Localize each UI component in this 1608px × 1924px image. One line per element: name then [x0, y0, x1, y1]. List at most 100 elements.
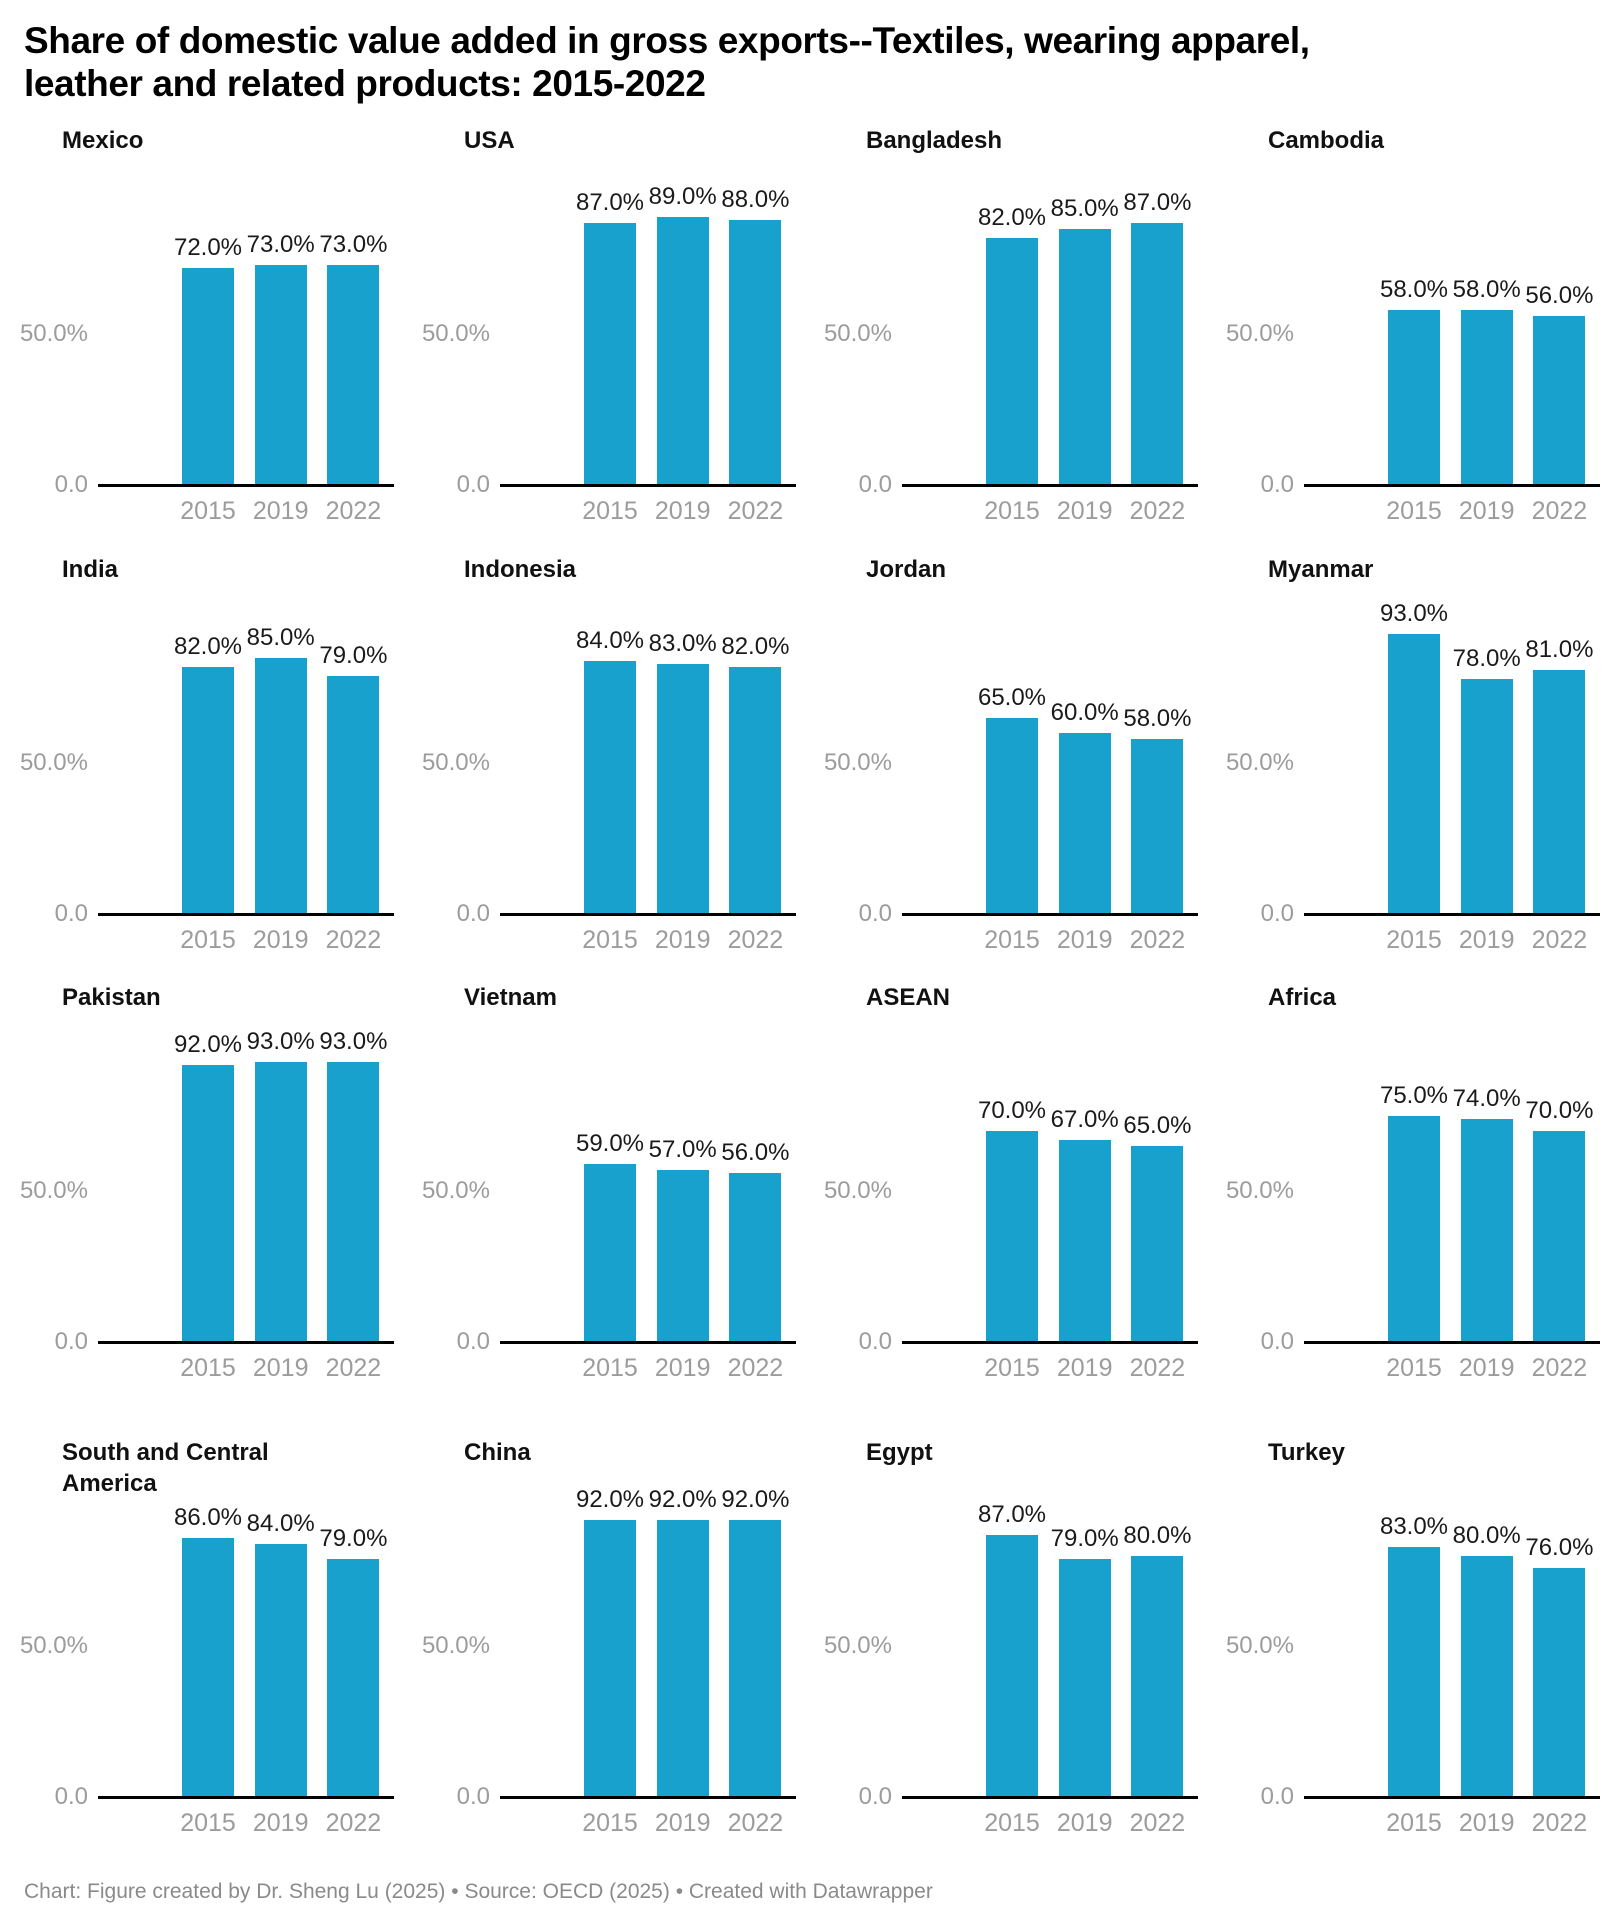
- bar-2015[interactable]: [182, 1065, 234, 1342]
- x-axis-line: [1304, 483, 1600, 487]
- panel-cambodia: Cambodia 50.0% 0.0 58.0% 2015 58.0% 2019 56.0% 2…: [1206, 117, 1608, 546]
- bar-value-label: 73.0%: [319, 231, 388, 259]
- bar-2015[interactable]: [584, 1520, 636, 1797]
- bar-2015[interactable]: [1388, 1547, 1440, 1797]
- bar-value-label: 59.0%: [575, 1130, 645, 1158]
- bar-value-label: 92.0%: [721, 1486, 790, 1514]
- bar-value-label: 73.0%: [246, 231, 315, 259]
- panel-title: India: [62, 556, 119, 583]
- y-axis-label-0: 0.0: [54, 900, 88, 927]
- bar-value-label: 56.0%: [1525, 282, 1594, 310]
- bar-2019[interactable]: [656, 664, 709, 914]
- bar-2019[interactable]: [254, 658, 307, 914]
- bar-value-label: 92.0%: [648, 1486, 717, 1514]
- bar-2019[interactable]: [1058, 733, 1111, 914]
- bar-2022[interactable]: [729, 1173, 782, 1342]
- bar-2022[interactable]: [1533, 316, 1586, 485]
- x-axis-label-2022: 2022: [727, 497, 784, 525]
- bar-2015[interactable]: [986, 1131, 1038, 1342]
- bar-value-label: 75.0%: [1379, 1082, 1449, 1110]
- y-axis-label-50: 50.0%: [1225, 1632, 1294, 1659]
- plot-area: 50.0% 0.0 58.0% 2015 58.0% 2019 56.0% 2022: [1206, 117, 1608, 524]
- plot-area: 50.0% 0.0 92.0% 2015 92.0% 2019 92.0% 2022: [402, 1429, 804, 1836]
- bar-2015[interactable]: [1388, 1116, 1440, 1342]
- y-axis-label-0: 0.0: [456, 471, 490, 498]
- bar-2015[interactable]: [1388, 634, 1440, 914]
- x-axis-label-2019: 2019: [654, 1354, 711, 1382]
- panel-title: Cambodia: [1268, 127, 1385, 154]
- bar-2019[interactable]: [656, 1520, 709, 1797]
- bar-value-label: 82.0%: [721, 633, 790, 661]
- bar-value-label: 81.0%: [1525, 636, 1594, 664]
- bar-value-label: 72.0%: [173, 234, 243, 262]
- bar-2022[interactable]: [1533, 1131, 1586, 1342]
- x-axis-label-2015: 2015: [984, 1354, 1040, 1382]
- bar-2019[interactable]: [254, 265, 307, 485]
- bar-2019[interactable]: [656, 1170, 709, 1342]
- bar-2022[interactable]: [327, 676, 380, 914]
- bar-2015[interactable]: [182, 268, 234, 485]
- bar-2019[interactable]: [1058, 1559, 1111, 1797]
- bar-2022[interactable]: [1131, 739, 1184, 914]
- bar-2015[interactable]: [986, 238, 1038, 485]
- x-axis-label-2022: 2022: [325, 926, 382, 954]
- bar-2015[interactable]: [986, 1535, 1038, 1797]
- bar-value-label: 74.0%: [1452, 1085, 1521, 1113]
- x-axis-label-2022: 2022: [1531, 926, 1588, 954]
- bar-2022[interactable]: [327, 265, 380, 485]
- bar-value-label: 58.0%: [1123, 705, 1192, 733]
- bar-2019[interactable]: [254, 1062, 307, 1342]
- bar-2022[interactable]: [729, 1520, 782, 1797]
- bar-value-label: 79.0%: [319, 1525, 388, 1553]
- plot-area: 50.0% 0.0 72.0% 2015 73.0% 2019 73.0% 2022: [0, 117, 402, 524]
- bar-2019[interactable]: [1460, 310, 1513, 485]
- bar-2022[interactable]: [327, 1062, 380, 1342]
- bar-2015[interactable]: [584, 223, 636, 485]
- footer-separator-1: •: [445, 1880, 465, 1903]
- bar-2019[interactable]: [1460, 1556, 1513, 1797]
- plot-area: 50.0% 0.0 83.0% 2015 80.0% 2019 76.0% 2022: [1206, 1429, 1608, 1836]
- plot-area: 50.0% 0.0 87.0% 2015 89.0% 2019 88.0% 2022: [402, 117, 804, 524]
- y-axis-label-0: 0.0: [54, 471, 88, 498]
- y-axis-label-0: 0.0: [858, 471, 892, 498]
- x-axis-label-2019: 2019: [1056, 926, 1113, 954]
- bar-2022[interactable]: [729, 220, 782, 485]
- panel-indonesia: Indonesia 50.0% 0.0 84.0% 2015 83.0% 2019 82.0%…: [402, 546, 804, 974]
- bar-2019[interactable]: [1058, 1140, 1111, 1342]
- bar-2015[interactable]: [182, 1538, 234, 1797]
- bar-value-label: 88.0%: [721, 186, 790, 214]
- plot-area: 50.0% 0.0 84.0% 2015 83.0% 2019 82.0% 2022: [402, 546, 804, 953]
- bar-2019[interactable]: [656, 217, 709, 485]
- y-axis-label-50: 50.0%: [823, 1177, 892, 1204]
- bar-2015[interactable]: [584, 1164, 636, 1342]
- bar-2015[interactable]: [1388, 310, 1440, 485]
- x-axis-label-2022: 2022: [727, 1354, 784, 1382]
- bar-2019[interactable]: [1460, 1119, 1513, 1342]
- datawrapper-credit-link[interactable]: Created with Datawrapper: [688, 1880, 933, 1903]
- bar-2015[interactable]: [182, 667, 234, 914]
- panel-vietnam: Vietnam 50.0% 0.0 59.0% 2015 57.0% 2019 56.0% 20…: [402, 974, 804, 1429]
- x-axis-label-2015: 2015: [1386, 926, 1442, 954]
- bar-2022[interactable]: [327, 1559, 380, 1797]
- x-axis-line: [500, 1340, 796, 1344]
- y-axis-label-0: 0.0: [1260, 1783, 1294, 1810]
- bar-2019[interactable]: [1058, 229, 1111, 485]
- bar-2019[interactable]: [1460, 679, 1513, 914]
- bar-2022[interactable]: [1131, 1146, 1184, 1342]
- bar-2022[interactable]: [729, 667, 782, 914]
- bar-2022[interactable]: [1533, 1568, 1586, 1797]
- x-axis-label-2019: 2019: [1458, 1809, 1515, 1837]
- y-axis-label-50: 50.0%: [19, 1177, 88, 1204]
- y-axis-label-0: 0.0: [1260, 471, 1294, 498]
- bar-2022[interactable]: [1131, 1556, 1184, 1797]
- bar-2015[interactable]: [584, 661, 636, 914]
- bar-2022[interactable]: [1533, 670, 1586, 914]
- x-axis-label-2019: 2019: [252, 497, 309, 525]
- x-axis-label-2019: 2019: [252, 926, 309, 954]
- bar-value-label: 65.0%: [1123, 1112, 1192, 1140]
- bar-2019[interactable]: [254, 1544, 307, 1797]
- x-axis-label-2022: 2022: [1531, 1809, 1588, 1837]
- panel-india: India 50.0% 0.0 82.0% 2015 85.0% 2019 79.0% 2022: [0, 546, 402, 974]
- bar-2015[interactable]: [986, 718, 1038, 914]
- bar-2022[interactable]: [1131, 223, 1184, 485]
